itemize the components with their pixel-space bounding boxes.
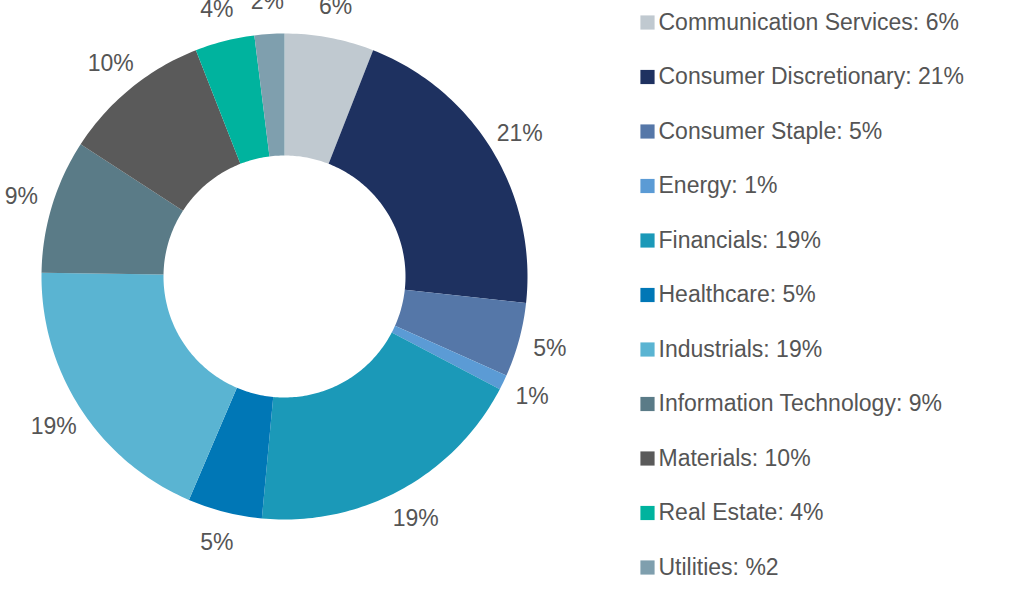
- svg-text:Communication Services: 6%: Communication Services: 6%: [659, 9, 959, 35]
- svg-text:6%: 6%: [319, 0, 352, 19]
- svg-text:Energy: 1%: Energy: 1%: [659, 172, 778, 198]
- svg-text:21%: 21%: [497, 120, 543, 146]
- svg-text:Consumer Discretionary: 21%: Consumer Discretionary: 21%: [659, 63, 965, 89]
- svg-text:19%: 19%: [393, 505, 439, 531]
- svg-text:1%: 1%: [515, 383, 548, 409]
- svg-text:4%: 4%: [200, 0, 233, 22]
- svg-text:Utilities: %2: Utilities: %2: [659, 554, 779, 580]
- svg-text:10%: 10%: [88, 50, 134, 76]
- svg-text:Real Estate: 4%: Real Estate: 4%: [659, 499, 824, 525]
- svg-text:Financials: 19%: Financials: 19%: [659, 227, 821, 253]
- svg-text:9%: 9%: [5, 183, 38, 209]
- svg-text:Industrials: 19%: Industrials: 19%: [659, 336, 823, 362]
- svg-text:2%: 2%: [251, 0, 284, 14]
- svg-text:Materials: 10%: Materials: 10%: [659, 445, 811, 471]
- svg-text:Information Technology: 9%: Information Technology: 9%: [659, 390, 942, 416]
- svg-text:19%: 19%: [31, 413, 77, 439]
- svg-text:5%: 5%: [200, 529, 233, 555]
- svg-text:Healthcare: 5%: Healthcare: 5%: [659, 281, 816, 307]
- svg-text:5%: 5%: [533, 335, 566, 361]
- svg-text:Consumer Staple: 5%: Consumer Staple: 5%: [659, 118, 883, 144]
